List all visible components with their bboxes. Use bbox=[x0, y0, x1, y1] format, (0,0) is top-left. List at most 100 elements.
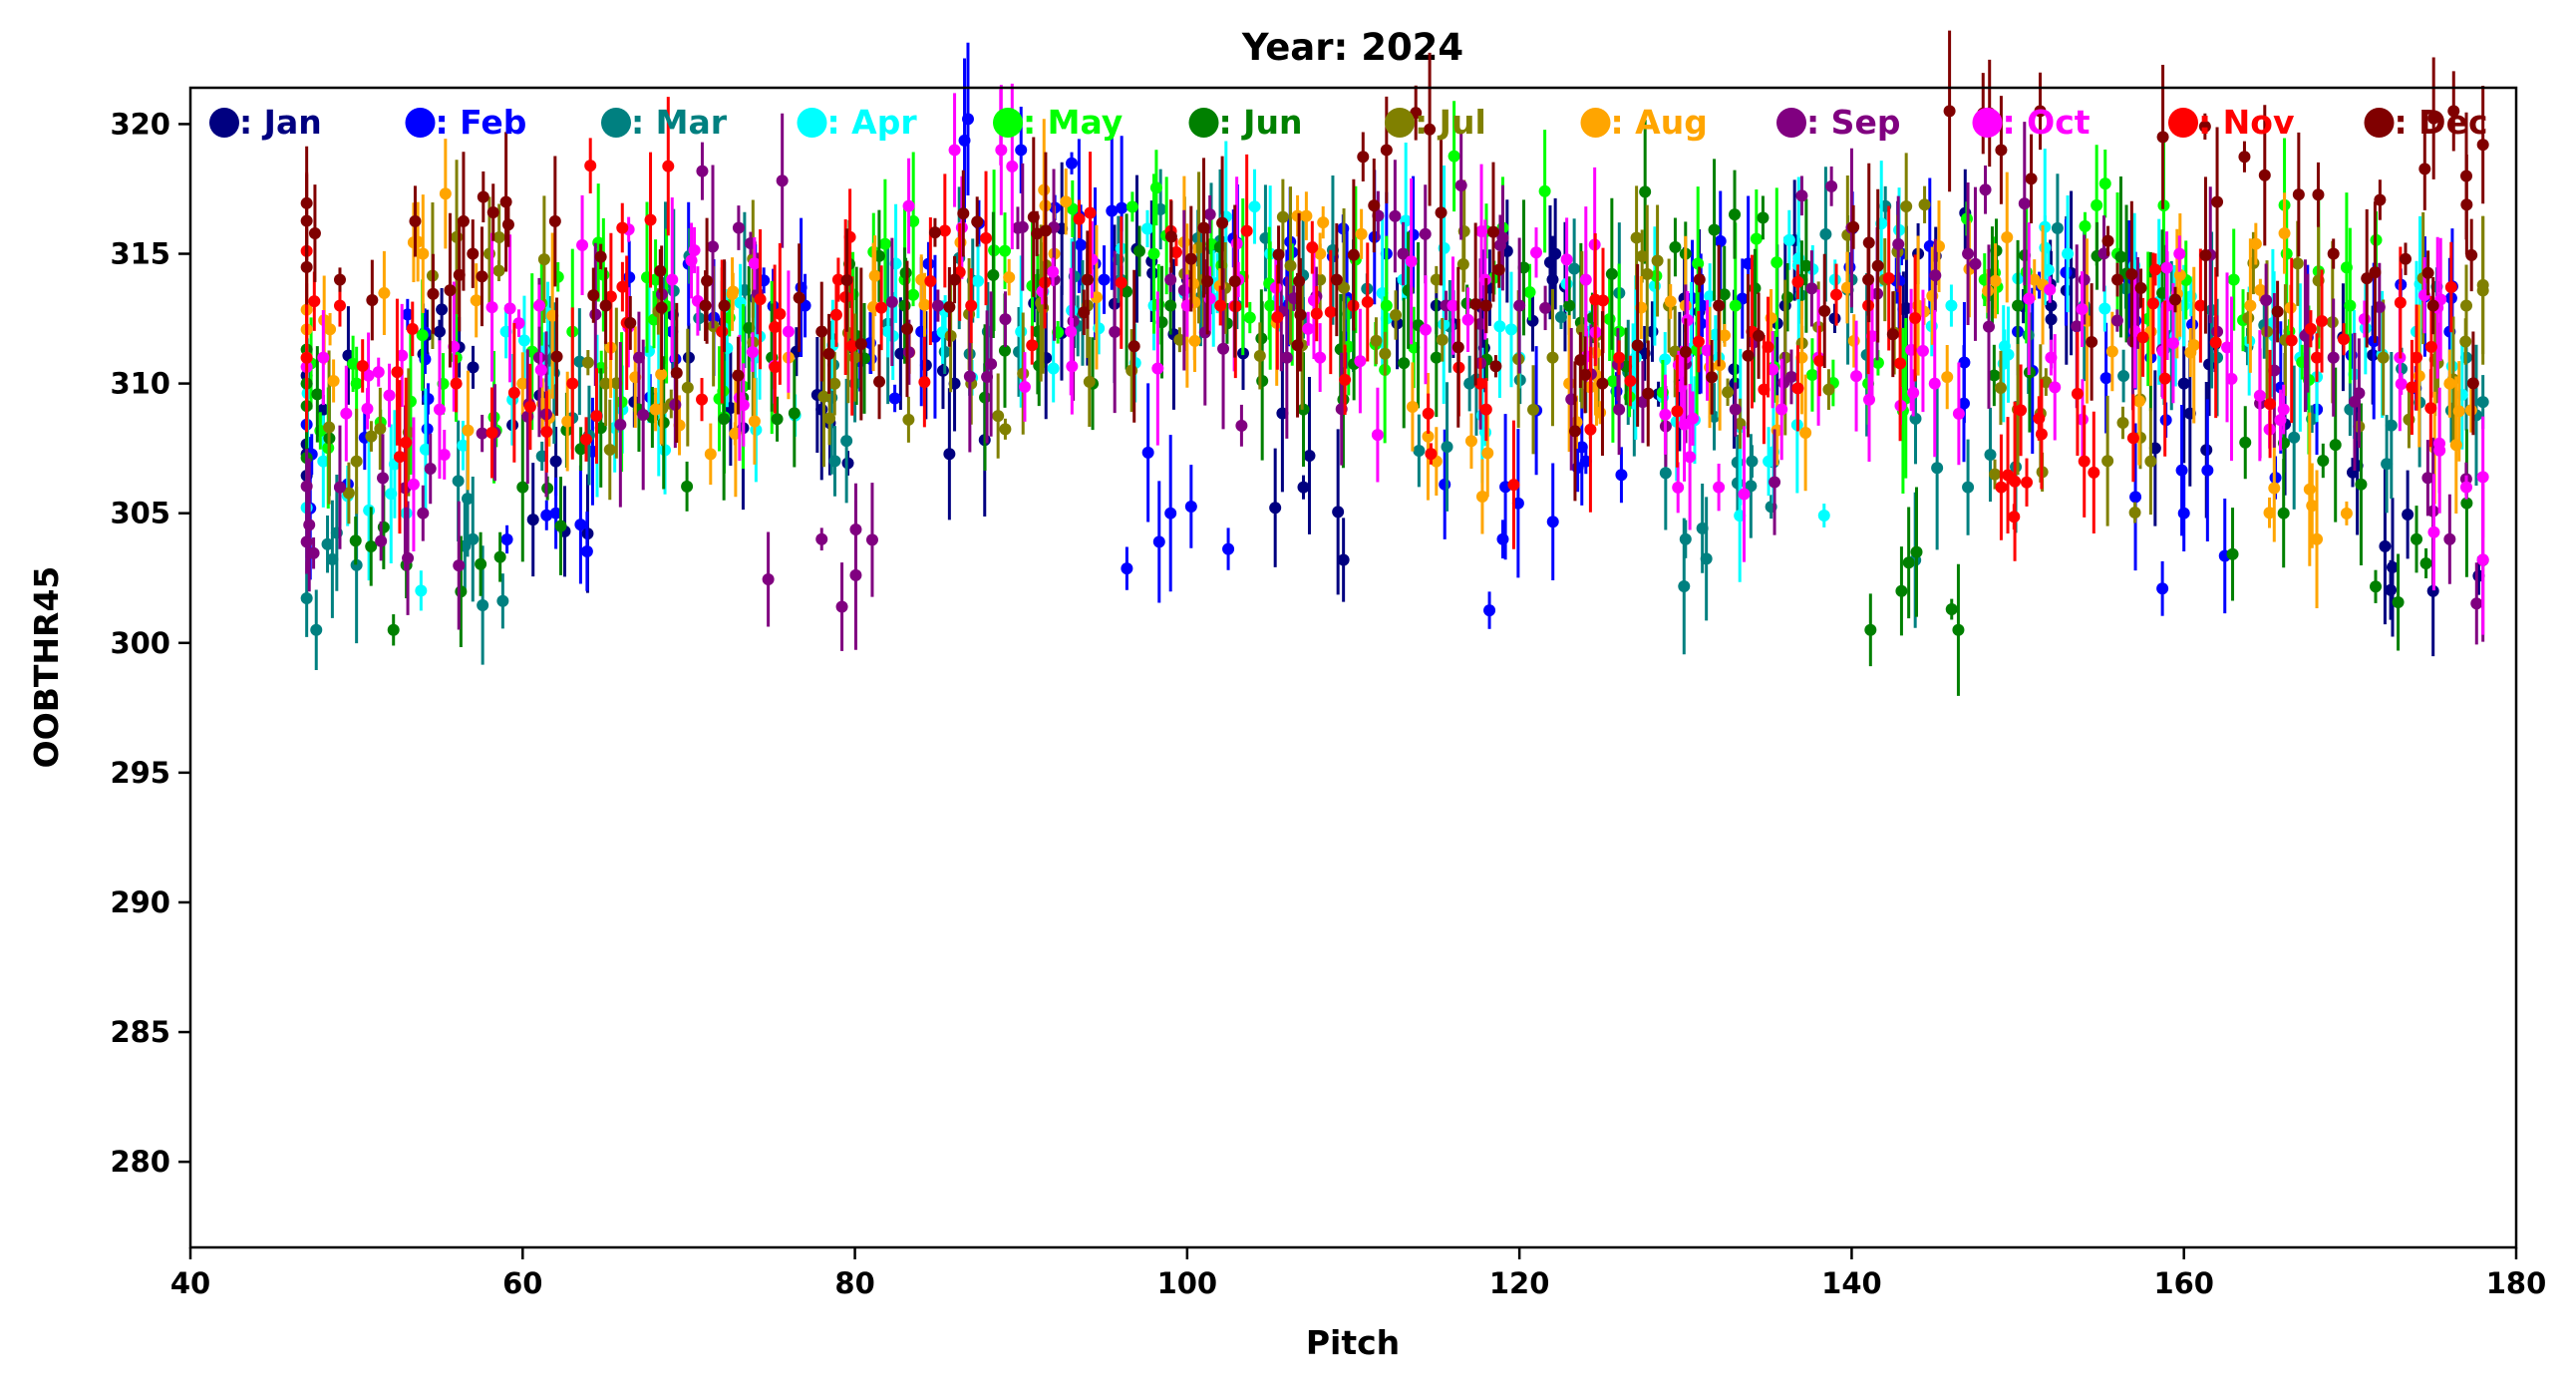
data-point bbox=[1419, 227, 1432, 240]
data-point bbox=[2291, 257, 2304, 270]
data-point bbox=[396, 349, 409, 362]
data-point bbox=[467, 361, 480, 374]
data-point bbox=[2166, 337, 2179, 350]
data-point bbox=[1718, 329, 1731, 342]
data-point bbox=[540, 425, 553, 438]
data-point bbox=[1435, 206, 1448, 219]
data-point bbox=[1684, 451, 1697, 464]
data-point bbox=[1969, 257, 1982, 270]
data-point bbox=[732, 221, 745, 234]
data-point bbox=[1479, 403, 1492, 416]
data-point bbox=[2317, 455, 2330, 468]
data-point bbox=[2078, 273, 2091, 286]
data-point bbox=[455, 585, 468, 598]
data-point bbox=[1475, 491, 1488, 504]
data-point bbox=[2444, 281, 2457, 294]
data-point bbox=[1575, 441, 1588, 454]
data-point bbox=[1639, 185, 1652, 198]
data-point bbox=[2098, 302, 2111, 315]
data-point bbox=[1479, 299, 1492, 312]
data-point bbox=[2392, 596, 2405, 609]
data-point bbox=[340, 407, 353, 420]
data-point bbox=[987, 268, 1000, 281]
data-point bbox=[1047, 265, 1060, 278]
data-point bbox=[655, 301, 668, 314]
data-point bbox=[1121, 562, 1133, 575]
data-point bbox=[666, 273, 679, 286]
data-point bbox=[774, 307, 787, 320]
data-point bbox=[1568, 425, 1581, 438]
data-point bbox=[971, 215, 984, 228]
data-point bbox=[1523, 286, 1536, 299]
series-8 bbox=[300, 119, 2477, 608]
data-point bbox=[516, 377, 529, 390]
legend-marker bbox=[797, 108, 827, 138]
data-point bbox=[1771, 256, 1783, 269]
data-point bbox=[308, 295, 321, 308]
data-point bbox=[938, 345, 951, 358]
data-point bbox=[1473, 377, 1486, 390]
data-point bbox=[1222, 542, 1235, 555]
data-point bbox=[2447, 105, 2460, 118]
data-point bbox=[1825, 179, 1838, 192]
data-point bbox=[2424, 340, 2437, 353]
data-point bbox=[1505, 323, 1518, 336]
data-point bbox=[670, 366, 683, 379]
data-point bbox=[1169, 245, 1182, 258]
data-point bbox=[1713, 299, 1726, 312]
data-point bbox=[1406, 400, 1419, 413]
data-point bbox=[549, 455, 562, 468]
data-point bbox=[2168, 293, 2181, 306]
data-point bbox=[1671, 405, 1684, 418]
data-point bbox=[2346, 466, 2359, 479]
data-point bbox=[1781, 291, 1794, 304]
data-point bbox=[875, 301, 888, 314]
data-point bbox=[936, 364, 949, 377]
data-point bbox=[868, 269, 881, 282]
data-point bbox=[943, 448, 956, 461]
data-point bbox=[662, 160, 675, 173]
data-point bbox=[517, 334, 530, 347]
data-point bbox=[1355, 227, 1368, 240]
data-point bbox=[2277, 507, 2290, 520]
data-point bbox=[1066, 360, 1079, 373]
data-point bbox=[1900, 200, 1913, 213]
data-point bbox=[2018, 197, 2031, 210]
data-point bbox=[681, 381, 694, 394]
data-point bbox=[979, 391, 992, 404]
data-point bbox=[2060, 266, 2073, 279]
data-point bbox=[1109, 325, 1122, 338]
x-tick-label: 160 bbox=[2153, 1266, 2214, 1300]
data-point bbox=[1678, 579, 1691, 592]
data-point bbox=[2009, 475, 2022, 488]
data-point bbox=[300, 214, 313, 227]
data-point bbox=[1126, 364, 1138, 377]
data-point bbox=[1164, 507, 1177, 520]
data-point bbox=[918, 376, 931, 389]
data-point bbox=[2226, 547, 2239, 560]
data-point bbox=[1253, 349, 1266, 362]
data-point bbox=[503, 302, 516, 315]
data-point bbox=[2015, 404, 2028, 417]
data-point bbox=[1371, 429, 1384, 442]
data-point bbox=[2025, 173, 2038, 185]
data-point bbox=[845, 340, 858, 353]
data-point bbox=[2136, 331, 2149, 344]
data-point bbox=[523, 400, 536, 413]
data-point bbox=[1078, 306, 1091, 319]
data-point bbox=[2399, 252, 2412, 265]
data-point bbox=[574, 519, 587, 531]
data-point bbox=[1483, 604, 1496, 617]
data-point bbox=[1201, 275, 1214, 288]
data-point bbox=[1486, 225, 1499, 238]
data-point bbox=[549, 507, 562, 520]
data-point bbox=[516, 481, 529, 494]
data-point bbox=[1106, 204, 1119, 217]
data-point bbox=[1916, 344, 1929, 357]
data-point bbox=[1216, 216, 1229, 229]
data-point bbox=[1584, 423, 1597, 436]
data-point bbox=[2132, 395, 2145, 408]
data-point bbox=[776, 174, 789, 187]
data-point bbox=[1272, 248, 1285, 261]
data-point bbox=[2148, 263, 2161, 276]
